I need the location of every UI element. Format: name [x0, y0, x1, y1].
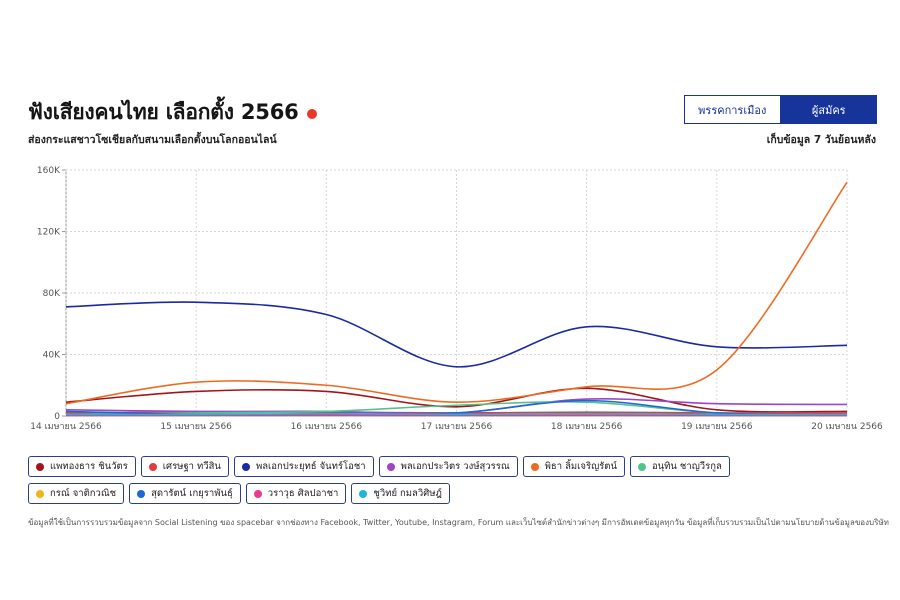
- legend-color-dot: [241, 462, 250, 471]
- x-tick-label: 20 เมษายน 2566: [811, 422, 883, 432]
- legend-label: กรณ์ จาติกวณิช: [50, 488, 117, 499]
- x-tick-label: 18 เมษายน 2566: [551, 422, 623, 432]
- x-tick-label: 16 เมษายน 2566: [291, 422, 363, 432]
- y-tick-label: 0: [54, 412, 60, 422]
- legend-label: สุดารัตน์ เกยุราพันธุ์: [151, 488, 233, 499]
- legend-color-dot: [148, 462, 157, 471]
- legend-label: อนุทิน ชาญวีรกูล: [651, 461, 722, 472]
- footnote: ข้อมูลที่ใช้เป็นการรวบรวมข้อมูลจาก Socia…: [28, 518, 889, 527]
- toggle-party-button[interactable]: พรรคการเมือง: [684, 95, 781, 124]
- legend-color-dot: [386, 462, 395, 471]
- legend-label: พิธา ลิ้มเจริญรัตน์: [544, 461, 617, 472]
- legend-color-dot: [137, 489, 146, 498]
- legend-item[interactable]: อนุทิน ชาญวีรกูล: [629, 456, 730, 477]
- legend-color-dot: [637, 462, 646, 471]
- line-chart: 0 40K 80K 120K 160K 14 เมษายน 2566 15 เมษายน 2…: [30, 166, 883, 432]
- y-tick-label: 80K: [43, 289, 61, 299]
- legend-item[interactable]: เศรษฐา ทวีสิน: [140, 456, 229, 477]
- legend-item[interactable]: พลเอกประยุทธ์ จันทร์โอชา: [233, 456, 374, 477]
- legend-item[interactable]: วราวุธ ศิลปอาชา: [245, 483, 347, 504]
- legend-item[interactable]: แพทองธาร ชินวัตร: [28, 456, 136, 477]
- series-line: [65, 387, 848, 413]
- legend-item[interactable]: สุดารัตน์ เกยุราพันธุ์: [129, 483, 241, 504]
- legend-label: ชูวิทย์ กมลวิศิษฎ์: [373, 488, 442, 499]
- legend-color-dot: [36, 489, 44, 498]
- legend-label: วราวุธ ศิลปอาชา: [267, 488, 339, 499]
- title-row: ฟังเสียงคนไทย เลือกตั้ง 2566: [28, 96, 317, 129]
- series-line: [65, 301, 848, 368]
- data-range-note: เก็บข้อมูล 7 วันย้อนหลัง: [766, 134, 876, 146]
- legend-color-dot: [253, 489, 262, 498]
- legend-label: เศรษฐา ทวีสิน: [162, 461, 221, 472]
- series-line: [65, 181, 848, 405]
- y-tick-label: 120K: [37, 228, 61, 238]
- legend-color-dot: [359, 489, 368, 498]
- legend-item[interactable]: ชูวิทย์ กมลวิศิษฎ์: [351, 483, 450, 504]
- chart-legend: แพทองธาร ชินวัตร เศรษฐา ทวีสิน พลเอกประยุท…: [28, 456, 788, 504]
- legend-label: พลเอกประวิตร วงษ์สุวรรณ: [400, 461, 510, 472]
- x-tick-label: 17 เมษายน 2566: [421, 422, 493, 432]
- view-toggle: พรรคการเมือง ผู้สมัคร: [684, 95, 877, 124]
- x-tick-label: 15 เมษายน 2566: [160, 422, 232, 432]
- legend-color-dot: [530, 462, 539, 471]
- y-tick-label: 160K: [37, 166, 61, 176]
- live-indicator-dot: [306, 109, 317, 119]
- legend-item[interactable]: พลเอกประวิตร วงษ์สุวรรณ: [378, 456, 518, 477]
- x-tick-label: 14 เมษายน 2566: [30, 422, 102, 432]
- y-tick-label: 40K: [43, 351, 61, 361]
- legend-item[interactable]: พิธา ลิ้มเจริญรัตน์: [522, 456, 625, 477]
- page-subtitle: ส่องกระแสชาวโซเชียลกับสนามเลือกตั้งบนโลก…: [28, 134, 277, 146]
- toggle-candidate-button[interactable]: ผู้สมัคร: [780, 95, 877, 124]
- legend-color-dot: [36, 462, 44, 471]
- page-title: ฟังเสียงคนไทย เลือกตั้ง 2566: [28, 100, 299, 124]
- legend-label: พลเอกประยุทธ์ จันทร์โอชา: [255, 461, 366, 472]
- series-line: [65, 412, 848, 416]
- x-tick-label: 19 เมษายน 2566: [681, 422, 753, 432]
- legend-label: แพทองธาร ชินวัตร: [50, 461, 128, 472]
- legend-item[interactable]: กรณ์ จาติกวณิช: [28, 483, 125, 504]
